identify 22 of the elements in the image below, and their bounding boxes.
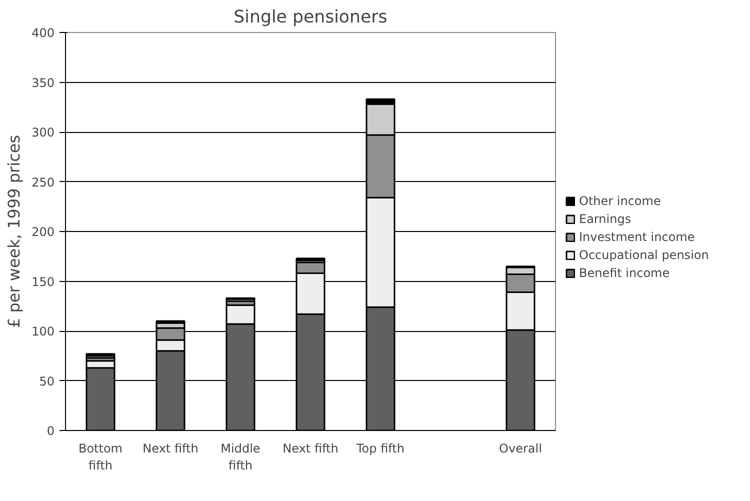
x-tick-label: Top fifth bbox=[356, 442, 404, 456]
y-tick-label: 0 bbox=[46, 424, 55, 438]
y-tick-label: 50 bbox=[39, 374, 55, 388]
x-tick-label: Overall bbox=[499, 442, 542, 456]
legend-label: Benefit income bbox=[579, 266, 670, 280]
x-tick-label: Next fifth bbox=[282, 442, 338, 456]
x-tick-label: Bottom fifth bbox=[78, 442, 123, 472]
y-tick-label: 400 bbox=[32, 26, 54, 40]
y-tick-label: 200 bbox=[32, 225, 54, 239]
legend-label: Occupational pension bbox=[579, 248, 709, 262]
y-tick-label: 100 bbox=[32, 324, 54, 338]
y-tick-label: 350 bbox=[32, 76, 54, 90]
y-axis-title: £ per week, 1999 prices bbox=[4, 134, 24, 328]
x-tick-label: Middle fifth bbox=[220, 442, 260, 472]
legend-label: Other income bbox=[579, 194, 661, 208]
chart-title: Single pensioners bbox=[234, 8, 388, 28]
x-tick-label: Next fifth bbox=[142, 442, 198, 456]
y-tick-label: 250 bbox=[32, 175, 54, 190]
legend-label: Investment income bbox=[579, 230, 695, 244]
y-tick-label: 300 bbox=[32, 126, 54, 140]
y-tick-label: 150 bbox=[32, 274, 54, 289]
legend-label: Earnings bbox=[579, 212, 632, 226]
